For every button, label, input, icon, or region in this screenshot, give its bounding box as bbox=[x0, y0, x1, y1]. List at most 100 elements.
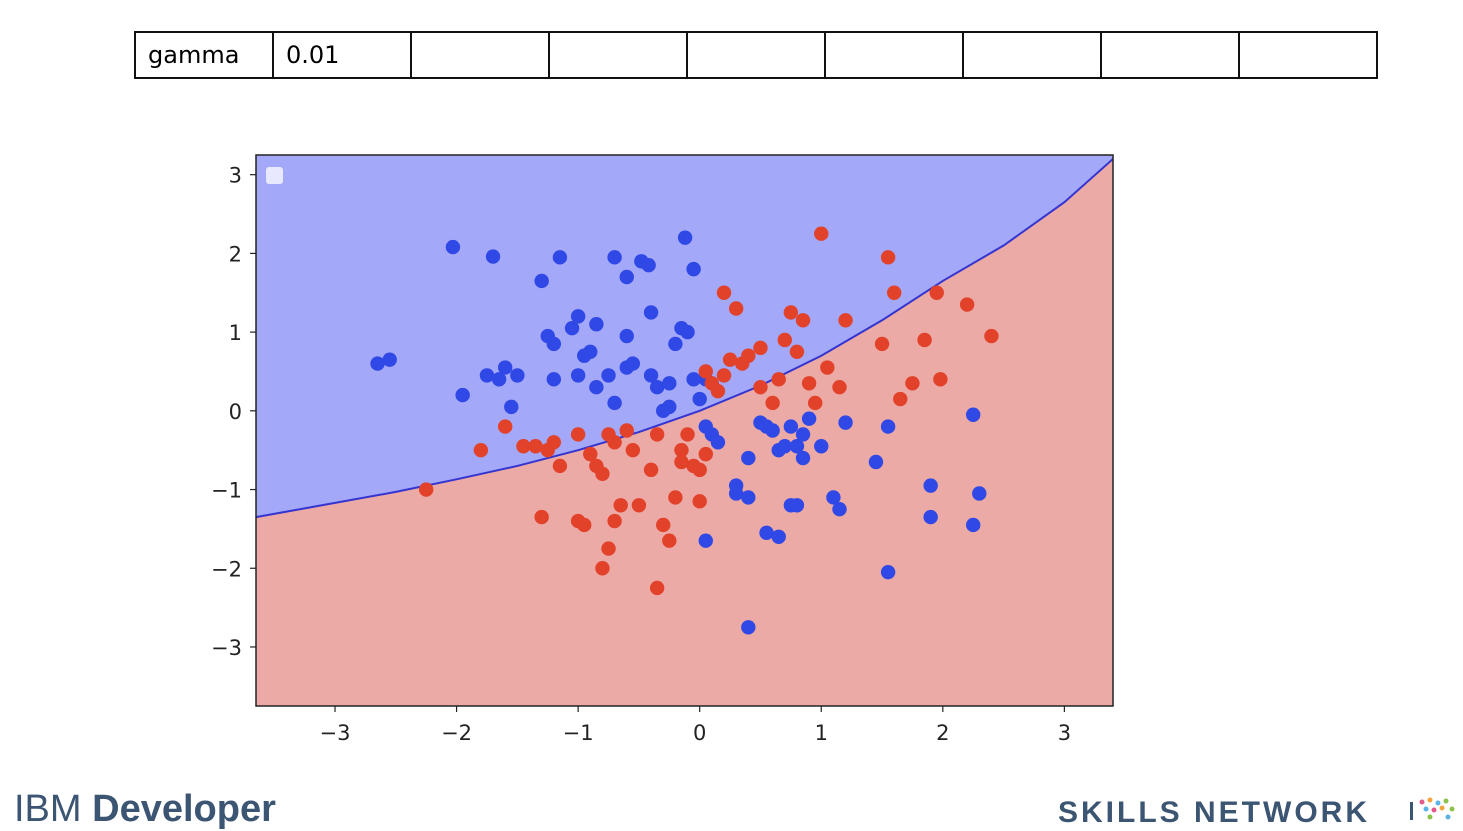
point-blue bbox=[601, 368, 616, 383]
point-red bbox=[814, 226, 829, 241]
point-blue bbox=[698, 533, 713, 548]
point-red bbox=[753, 380, 768, 395]
point-blue bbox=[880, 564, 896, 580]
point-blue bbox=[880, 419, 896, 434]
point-red bbox=[795, 313, 811, 328]
point-red bbox=[583, 446, 598, 462]
point-blue bbox=[643, 368, 659, 383]
point-red bbox=[528, 439, 543, 454]
param-empty-cell bbox=[410, 31, 550, 79]
point-blue bbox=[686, 372, 701, 387]
point-red bbox=[753, 340, 768, 356]
point-blue bbox=[589, 380, 604, 395]
point-red bbox=[546, 435, 562, 450]
point-blue bbox=[759, 525, 774, 541]
point-blue bbox=[662, 399, 677, 415]
point-red bbox=[692, 494, 707, 509]
point-blue bbox=[795, 427, 811, 442]
point-red bbox=[668, 490, 683, 505]
point-red bbox=[577, 517, 592, 533]
point-blue bbox=[607, 395, 622, 411]
point-red bbox=[777, 332, 792, 348]
point-red bbox=[595, 466, 610, 481]
point-blue bbox=[546, 336, 562, 352]
point-blue bbox=[801, 411, 817, 426]
point-red bbox=[534, 509, 549, 525]
point-red bbox=[497, 419, 513, 434]
footer-left-strong: Developer bbox=[92, 788, 276, 830]
point-red bbox=[552, 458, 568, 474]
point-blue bbox=[662, 376, 677, 391]
y-tick-label: 0 bbox=[229, 400, 242, 424]
point-blue bbox=[643, 305, 659, 320]
param-empty-cell bbox=[824, 31, 964, 79]
point-red bbox=[656, 517, 671, 533]
point-red bbox=[959, 297, 975, 312]
point-red bbox=[741, 348, 756, 363]
footer-left-plain: IBM bbox=[14, 788, 93, 830]
point-blue bbox=[789, 439, 805, 454]
y-tick-label: −2 bbox=[211, 557, 242, 581]
point-red bbox=[418, 482, 434, 497]
y-tick-label: 3 bbox=[229, 164, 242, 188]
point-blue bbox=[619, 269, 634, 285]
point-blue bbox=[826, 490, 841, 505]
y-tick-label: 2 bbox=[229, 242, 242, 266]
parameter-table: gamma 0.01 bbox=[134, 31, 1378, 79]
x-tick-label: −3 bbox=[320, 721, 351, 745]
point-blue bbox=[370, 356, 385, 371]
point-red bbox=[607, 513, 622, 529]
point-red bbox=[807, 395, 823, 411]
point-blue bbox=[510, 368, 525, 383]
point-red bbox=[880, 250, 896, 265]
point-blue bbox=[534, 273, 549, 289]
point-blue bbox=[795, 450, 811, 466]
point-red bbox=[801, 376, 817, 391]
y-tick-label: −3 bbox=[211, 636, 242, 660]
point-blue bbox=[564, 320, 580, 336]
point-red bbox=[662, 533, 677, 548]
decision-boundary-line bbox=[255, 158, 1114, 519]
point-red bbox=[722, 352, 738, 367]
point-red bbox=[613, 498, 628, 513]
point-red bbox=[716, 285, 732, 300]
param-empty-cell bbox=[686, 31, 826, 79]
x-tick-label: 1 bbox=[815, 721, 828, 745]
point-blue bbox=[771, 529, 786, 544]
ibm-developer-logo: IBM Developer bbox=[14, 788, 276, 831]
point-blue bbox=[668, 336, 683, 352]
x-tick-label: 2 bbox=[936, 721, 949, 745]
point-red bbox=[643, 462, 659, 478]
plot-frame bbox=[255, 154, 1114, 707]
point-red bbox=[570, 427, 586, 442]
point-blue bbox=[814, 439, 829, 454]
point-blue bbox=[479, 368, 495, 383]
point-blue bbox=[607, 250, 622, 265]
x-tick-label: −2 bbox=[441, 721, 472, 745]
point-blue bbox=[966, 407, 981, 422]
point-red bbox=[601, 541, 616, 556]
point-blue bbox=[497, 360, 513, 375]
point-red bbox=[698, 364, 713, 379]
point-red bbox=[631, 498, 647, 513]
param-empty-cell bbox=[1238, 31, 1378, 79]
x-tick-label: 3 bbox=[1058, 721, 1071, 745]
point-red bbox=[984, 328, 999, 344]
point-blue bbox=[765, 423, 780, 438]
point-blue bbox=[692, 391, 707, 407]
x-tick-label: −1 bbox=[563, 721, 594, 745]
point-blue bbox=[649, 380, 665, 395]
point-red bbox=[929, 285, 944, 300]
point-red bbox=[893, 391, 908, 407]
y-tick-label: −1 bbox=[211, 479, 242, 503]
point-blue bbox=[491, 372, 507, 387]
point-blue bbox=[546, 372, 562, 387]
point-red bbox=[595, 561, 610, 576]
point-blue bbox=[504, 399, 519, 415]
param-empty-cell bbox=[962, 31, 1102, 79]
point-red bbox=[905, 376, 920, 391]
skills-network-dots-icon bbox=[1410, 797, 1455, 820]
point-blue bbox=[789, 498, 805, 513]
point-blue bbox=[741, 620, 756, 635]
point-red bbox=[933, 372, 948, 387]
